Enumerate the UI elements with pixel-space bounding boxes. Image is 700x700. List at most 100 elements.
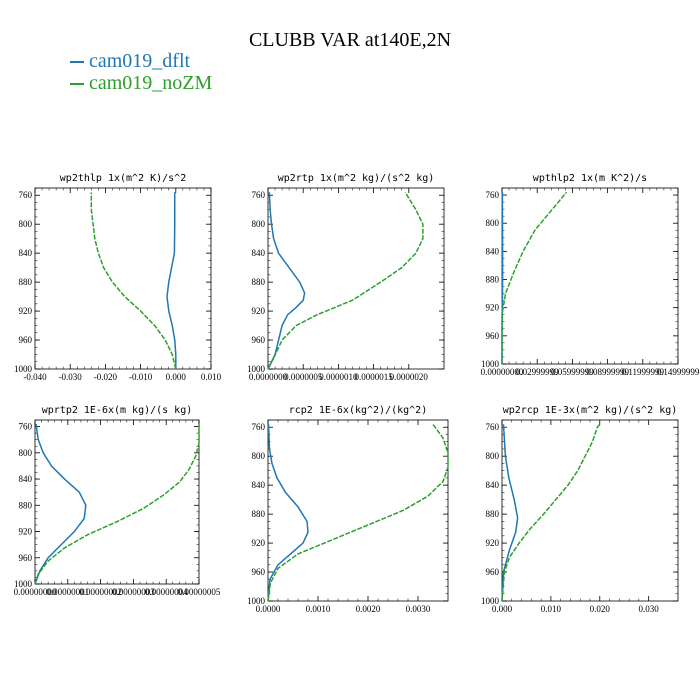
panel-title: rcp2 1E-6x(kg^2)/(kg^2) xyxy=(289,405,427,416)
x-tick-label: -0.020 xyxy=(94,372,118,382)
y-tick-label: 1000 xyxy=(14,579,33,589)
y-tick-label: 1000 xyxy=(247,596,266,606)
y-tick-label: 1000 xyxy=(481,596,500,606)
y-tick-label: 840 xyxy=(19,248,33,258)
x-tick-label: -0.030 xyxy=(59,372,83,382)
x-tick-label: 0.00000000 xyxy=(14,587,57,597)
y-tick-label: 960 xyxy=(19,335,33,345)
x-tick-label: 0.02999999 xyxy=(516,367,559,377)
series-line-nozm xyxy=(34,423,200,585)
y-tick-label: 760 xyxy=(252,422,266,432)
y-tick-label: 880 xyxy=(486,509,500,519)
x-tick-label: 0.00000004 xyxy=(145,587,188,597)
series-line-nozm xyxy=(90,192,177,370)
x-tick-label: 0.0020 xyxy=(356,604,381,614)
legend-item-nozm: cam019_noZM xyxy=(70,72,212,95)
x-tick-label: 0.11999999 xyxy=(622,367,665,377)
y-tick-label: 840 xyxy=(486,246,500,256)
y-tick-label: 920 xyxy=(19,527,33,537)
y-tick-label: 920 xyxy=(486,303,500,313)
legend-line-nozm xyxy=(70,82,84,85)
x-tick-label: 0.010 xyxy=(541,604,562,614)
x-tick-label: 0.05999999 xyxy=(551,367,594,377)
series-line-dflt xyxy=(34,423,87,585)
panel-title: wp2thlp 1x(m^2 K)/s^2 xyxy=(60,173,186,184)
x-tick-label: 0.0010 xyxy=(306,604,331,614)
y-tick-label: 920 xyxy=(252,538,266,548)
x-tick-label: 0.0000020 xyxy=(390,372,429,382)
series-line-nozm xyxy=(501,423,601,602)
x-tick-label: 0.00000005 xyxy=(178,587,221,597)
panel-frame xyxy=(267,187,445,370)
x-tick-label: 0.0000 xyxy=(256,604,281,614)
y-tick-label: 880 xyxy=(19,500,33,510)
y-tick-label: 960 xyxy=(252,567,266,577)
y-tick-label: 1000 xyxy=(247,364,266,374)
x-tick-label: 0.010 xyxy=(201,372,222,382)
y-tick-label: 960 xyxy=(486,331,500,341)
y-tick-label: 800 xyxy=(19,448,33,458)
x-tick-label: 0.00000001 xyxy=(46,587,89,597)
x-tick-label: 0.0030 xyxy=(406,604,431,614)
series-line-dflt xyxy=(501,192,504,364)
y-tick-label: 960 xyxy=(252,335,266,345)
x-tick-label: 0.0000010 xyxy=(319,372,358,382)
x-tick-label: -0.010 xyxy=(129,372,153,382)
y-tick-label: 920 xyxy=(19,306,33,316)
series-line-dflt xyxy=(501,424,519,602)
x-tick-label: 0.0000005 xyxy=(284,372,323,382)
y-tick-label: 960 xyxy=(486,567,500,577)
x-tick-label: 0.0000015 xyxy=(354,372,393,382)
panel-frame xyxy=(501,187,679,365)
y-tick-label: 840 xyxy=(486,480,500,490)
x-tick-label: 0.00000002 xyxy=(79,587,122,597)
figure-title: CLUBB VAR at140E,2N xyxy=(248,29,452,51)
x-tick-label: 0.08999999 xyxy=(586,367,629,377)
panel-title: wpthlp2 1x(m K^2)/s xyxy=(533,173,647,184)
x-tick-label: 0.00000000 xyxy=(481,367,524,377)
x-tick-label: 0.000 xyxy=(166,372,187,382)
panel-frame xyxy=(267,419,449,602)
y-tick-label: 760 xyxy=(486,422,500,432)
x-tick-label: -0.040 xyxy=(23,372,47,382)
x-tick-label: 0.030 xyxy=(639,604,660,614)
y-tick-label: 800 xyxy=(19,219,33,229)
y-tick-label: 880 xyxy=(252,509,266,519)
y-tick-label: 840 xyxy=(252,480,266,490)
series-line-nozm xyxy=(501,191,568,364)
series-line-dflt xyxy=(267,424,309,602)
panel-title: wprtp2 1E-6x(m kg)/(s kg) xyxy=(42,405,193,416)
x-tick-label: 0.0000000 xyxy=(249,372,288,382)
y-tick-label: 840 xyxy=(252,248,266,258)
legend-label-nozm: cam019_noZM xyxy=(89,72,213,94)
panel-frame xyxy=(34,187,212,370)
y-tick-label: 800 xyxy=(486,451,500,461)
y-tick-label: 960 xyxy=(19,553,33,563)
series-line-dflt xyxy=(166,192,177,369)
x-tick-label: 0.14999999 xyxy=(657,367,700,377)
legend-line-dflt xyxy=(70,60,84,63)
x-tick-label: 0.000 xyxy=(492,604,513,614)
series-line-nozm xyxy=(267,191,424,370)
panel-title: wp2rcp 1E-3x(m^2 kg)/(s^2 kg) xyxy=(503,405,678,416)
series-line-dflt xyxy=(267,192,306,370)
legend-label-dflt: cam019_dflt xyxy=(89,50,191,72)
y-tick-label: 920 xyxy=(252,306,266,316)
y-tick-label: 880 xyxy=(486,275,500,285)
y-tick-label: 1000 xyxy=(481,359,500,369)
y-tick-label: 760 xyxy=(486,190,500,200)
y-tick-label: 800 xyxy=(486,218,500,228)
series-line-nozm xyxy=(267,423,449,602)
x-tick-label: 0.00000003 xyxy=(112,587,155,597)
y-tick-label: 880 xyxy=(19,277,33,287)
y-tick-label: 800 xyxy=(252,451,266,461)
panel-frame xyxy=(501,419,679,602)
legend-item-dflt: cam019_dflt xyxy=(70,50,190,73)
y-tick-label: 880 xyxy=(252,277,266,287)
x-tick-label: 0.020 xyxy=(590,604,611,614)
y-tick-label: 840 xyxy=(19,474,33,484)
y-tick-label: 760 xyxy=(19,190,33,200)
y-tick-label: 1000 xyxy=(14,364,33,374)
y-tick-label: 800 xyxy=(252,219,266,229)
